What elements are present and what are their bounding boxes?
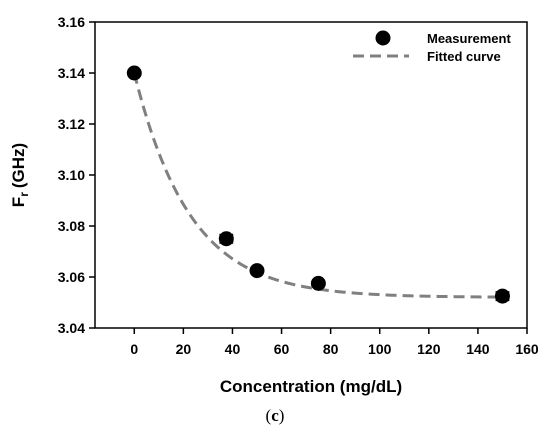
legend-fitted-curve-label: Fitted curve <box>427 49 501 64</box>
legend: Measurement Fitted curve <box>353 30 511 64</box>
y-tick-label: 3.06 <box>58 269 85 285</box>
x-tick-label: 40 <box>225 341 241 357</box>
legend-measurement-label: Measurement <box>427 31 511 46</box>
caption-open-paren: ( <box>265 406 272 425</box>
chart: 3.04 3.06 3.08 3.10 3.12 3.14 3.16 0 20 40 60 80 10… <box>9 14 539 396</box>
legend-measurement-marker <box>375 30 391 46</box>
x-axis: 0 20 40 60 80 100 120 140 160 <box>130 328 539 357</box>
y-axis-title-main: F <box>9 197 28 207</box>
measurement-point <box>218 231 234 247</box>
measurement-points <box>126 65 510 304</box>
y-tick-label: 3.04 <box>58 320 85 336</box>
measurement-point <box>310 275 326 291</box>
y-tick-label: 3.12 <box>58 116 85 132</box>
measurement-point <box>249 263 265 279</box>
x-tick-label: 0 <box>130 341 138 357</box>
y-tick-label: 3.10 <box>58 167 85 183</box>
y-axis-title-subscript: r <box>17 192 31 197</box>
x-axis-title: Concentration (mg/dL) <box>220 377 402 396</box>
y-axis-title-unit: (GHz) <box>9 143 28 188</box>
x-tick-label: 60 <box>274 341 290 357</box>
figure-caption: (c) <box>0 406 550 426</box>
y-tick-label: 3.08 <box>58 218 85 234</box>
x-tick-label: 20 <box>176 341 192 357</box>
y-axis-title: Fr (GHz) <box>9 143 31 207</box>
x-tick-label: 140 <box>466 341 490 357</box>
measurement-point <box>126 65 142 81</box>
y-axis: 3.04 3.06 3.08 3.10 3.12 3.14 3.16 <box>58 14 95 336</box>
caption-letter: c <box>271 406 279 425</box>
fitted-curve-line <box>132 72 503 299</box>
x-tick-label: 160 <box>515 341 539 357</box>
x-tick-label: 100 <box>368 341 392 357</box>
x-tick-label: 120 <box>417 341 441 357</box>
x-tick-label: 80 <box>323 341 339 357</box>
y-tick-label: 3.16 <box>58 14 85 30</box>
y-tick-label: 3.14 <box>58 65 85 81</box>
caption-close-paren: ) <box>278 406 285 425</box>
measurement-point <box>494 288 510 304</box>
